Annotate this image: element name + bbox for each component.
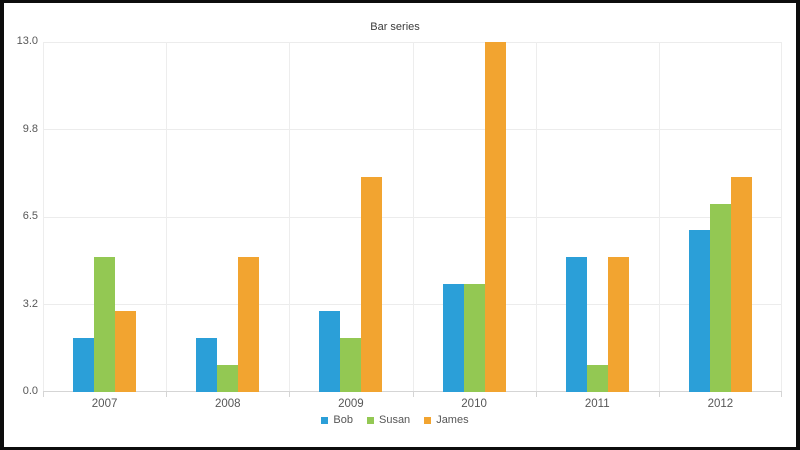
x-axis-tick	[43, 392, 44, 397]
bar-susan-2009[interactable]	[340, 338, 361, 392]
legend-item-label: Susan	[378, 414, 411, 426]
x-axis-category-label: 2009	[338, 398, 364, 410]
x-axis-tick	[781, 392, 782, 397]
x-gridline	[781, 42, 782, 392]
bar-bob-2008[interactable]	[196, 338, 217, 392]
x-axis-category-label: 2010	[461, 398, 487, 410]
legend-marker-icon	[424, 416, 432, 424]
x-axis-line	[43, 391, 782, 392]
legend-marker-icon	[321, 416, 329, 424]
y-gridline	[43, 304, 782, 305]
y-axis-tick-label: 9.8	[22, 122, 38, 135]
x-gridline	[659, 42, 660, 392]
bar-susan-2011[interactable]	[587, 365, 608, 392]
bar-james-2011[interactable]	[608, 257, 629, 392]
bar-james-2008[interactable]	[238, 257, 259, 392]
legend-item-susan[interactable]: Susan	[366, 414, 411, 426]
legend-marker-icon	[366, 416, 374, 424]
y-axis-tick-label: 0.0	[22, 385, 38, 397]
x-axis-tick	[289, 392, 290, 397]
bar-susan-2007[interactable]	[94, 257, 115, 392]
bar-bob-2007[interactable]	[73, 338, 94, 392]
x-gridline	[166, 42, 167, 392]
x-axis-tick	[166, 392, 167, 397]
bar-bob-2012[interactable]	[689, 230, 710, 392]
bar-susan-2010[interactable]	[464, 284, 485, 392]
bar-bob-2011[interactable]	[566, 257, 587, 392]
x-axis-category-label: 2008	[214, 398, 241, 410]
legend-item-label: James	[436, 414, 469, 426]
x-gridline	[536, 42, 537, 392]
bar-james-2007[interactable]	[115, 311, 136, 392]
plot-area	[43, 41, 782, 397]
legend: Bob Susan James	[4, 414, 790, 426]
legend-item-james[interactable]: James	[424, 414, 469, 426]
y-axis-tick-label: 13.0	[16, 35, 38, 47]
bar-bob-2010[interactable]	[443, 284, 464, 392]
x-axis-category-label: 2012	[707, 398, 734, 410]
x-axis-tick	[659, 392, 660, 397]
y-axis-tick-label: 6.5	[22, 210, 38, 222]
legend-item-label: Bob	[333, 414, 353, 426]
x-axis-tick	[536, 392, 537, 397]
x-axis-tick	[413, 392, 414, 397]
x-axis-category-label: 2011	[584, 398, 610, 410]
x-gridline	[413, 42, 414, 392]
bar-susan-2008[interactable]	[217, 365, 238, 392]
y-axis-tick-label: 3.2	[22, 297, 38, 310]
bar-james-2009[interactable]	[361, 177, 382, 392]
y-gridline	[43, 216, 782, 218]
x-gridline	[43, 42, 44, 392]
y-gridline	[43, 41, 782, 43]
bar-james-2012[interactable]	[731, 177, 752, 392]
legend-item-bob[interactable]: Bob	[321, 414, 353, 426]
y-gridline	[43, 129, 782, 130]
bar-james-2010[interactable]	[485, 42, 506, 392]
bar-susan-2012[interactable]	[710, 204, 731, 392]
x-axis-category-label: 2007	[91, 398, 118, 410]
bar-bob-2009[interactable]	[319, 311, 340, 392]
x-gridline	[289, 42, 290, 392]
chart-title: Bar series	[370, 21, 420, 33]
